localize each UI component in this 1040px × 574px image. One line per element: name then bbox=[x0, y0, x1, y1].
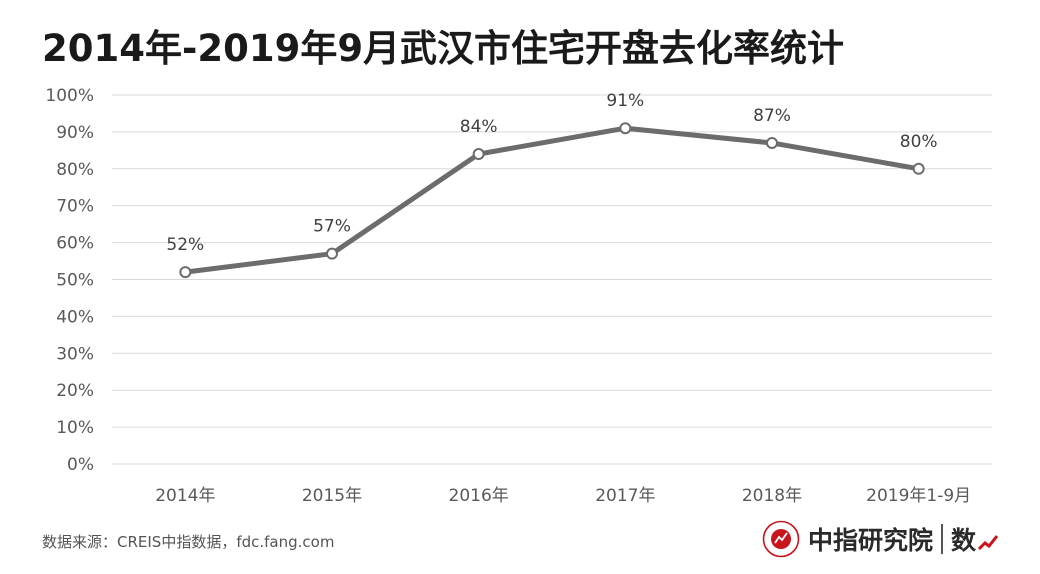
y-tick-label: 60% bbox=[56, 234, 94, 254]
brand-name: 中指研究院 bbox=[807, 526, 933, 555]
y-tick-label: 20% bbox=[56, 381, 94, 401]
data-label: 52% bbox=[166, 235, 204, 255]
brand-suffix: 数 bbox=[950, 526, 976, 555]
x-tick-label: 2014年 bbox=[155, 486, 215, 506]
y-tick-label: 10% bbox=[56, 418, 94, 438]
data-point bbox=[472, 148, 485, 161]
data-label: 91% bbox=[606, 91, 644, 111]
brand-divider bbox=[940, 524, 943, 554]
data-point bbox=[619, 122, 632, 135]
series-line bbox=[182, 125, 922, 275]
x-tick-label: 2017年 bbox=[595, 486, 655, 506]
trend-mark-icon bbox=[978, 535, 998, 551]
data-label: 84% bbox=[460, 117, 498, 137]
y-tick-label: 70% bbox=[56, 197, 94, 217]
brand-seal-icon bbox=[762, 520, 800, 558]
data-point bbox=[766, 136, 778, 149]
y-tick-label: 40% bbox=[56, 307, 94, 327]
x-tick-label: 2015年 bbox=[302, 486, 362, 506]
chart-title: 2014年-2019年9月武汉市住宅开盘去化率统计 bbox=[42, 27, 845, 70]
y-tick-label: 50% bbox=[56, 271, 94, 291]
data-source-note: 数据来源：CREIS中指数据，fdc.fang.com bbox=[42, 533, 335, 551]
data-point bbox=[179, 266, 192, 279]
data-label: 87% bbox=[753, 106, 791, 126]
x-tick-label: 2018年 bbox=[742, 486, 802, 506]
brand-watermark: 中指研究院 数 bbox=[762, 520, 998, 558]
data-label: 57% bbox=[313, 217, 351, 237]
y-tick-label: 80% bbox=[56, 160, 94, 180]
y-tick-label: 0% bbox=[67, 455, 94, 475]
data-label: 80% bbox=[900, 132, 938, 152]
x-tick-label: 2019年1-9月 bbox=[866, 486, 971, 506]
y-tick-label: 90% bbox=[56, 123, 94, 143]
data-point bbox=[912, 162, 925, 175]
data-point bbox=[326, 247, 338, 260]
x-tick-label: 2016年 bbox=[449, 486, 509, 506]
y-tick-label: 100% bbox=[45, 86, 94, 106]
y-tick-label: 30% bbox=[56, 344, 94, 364]
